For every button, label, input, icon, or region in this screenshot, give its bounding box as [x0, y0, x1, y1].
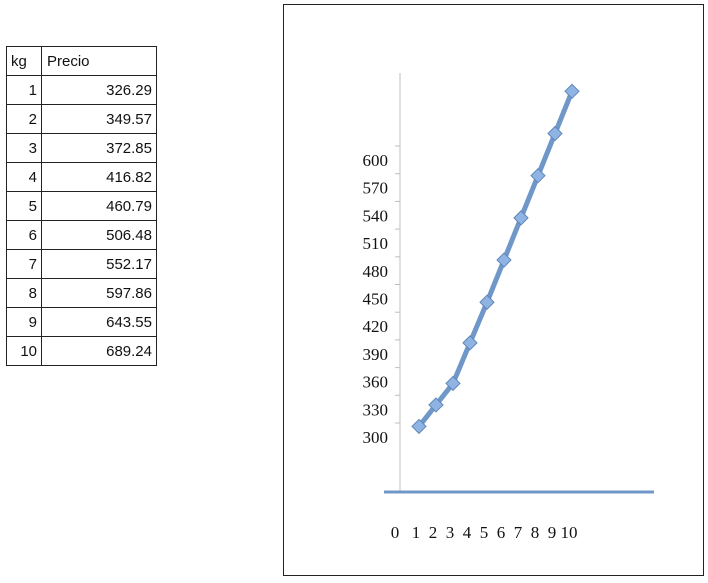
cell-precio: 643.55 — [41, 307, 157, 337]
column-header-kg: kg — [6, 46, 42, 76]
table-row: 5 460.79 — [6, 191, 157, 221]
y-tick-label: 510 — [363, 234, 389, 253]
data-point-marker — [496, 252, 512, 268]
data-point-marker — [547, 125, 563, 142]
table-row: 8 597.86 — [6, 278, 157, 308]
data-point-marker — [479, 294, 495, 310]
data-point-marker — [530, 167, 546, 184]
table-row: 2 349.57 — [6, 104, 157, 134]
cell-kg: 9 — [6, 307, 42, 337]
data-point-marker — [564, 83, 580, 100]
data-point-marker — [411, 418, 427, 435]
cell-kg: 3 — [6, 133, 42, 163]
cell-precio: 597.86 — [41, 278, 157, 308]
data-point-marker — [428, 397, 444, 413]
price-series — [411, 83, 580, 435]
y-tick-label: 480 — [363, 262, 389, 281]
x-tick-label: 5 — [480, 523, 489, 542]
x-tick-label: 10 — [561, 523, 578, 542]
data-point-marker — [462, 335, 478, 351]
table-row: 4 416.82 — [6, 162, 157, 192]
y-tick-label: 540 — [363, 206, 389, 225]
cell-kg: 4 — [6, 162, 42, 192]
x-tick-labels: 0 1 2 3 4 5 6 7 8 9 10 — [391, 523, 578, 542]
series-line — [416, 88, 575, 429]
cell-precio: 506.48 — [41, 220, 157, 250]
x-tick-label: 8 — [531, 523, 540, 542]
table-header-row: kg Precio — [6, 46, 157, 76]
y-tick-label: 390 — [363, 345, 389, 364]
data-point-marker — [445, 375, 461, 392]
table-row: 1 326.29 — [6, 75, 157, 105]
cell-precio: 416.82 — [41, 162, 157, 192]
y-tick-label: 360 — [363, 373, 389, 392]
cell-precio: 552.17 — [41, 249, 157, 279]
data-point-marker — [513, 210, 529, 226]
cell-kg: 6 — [6, 220, 42, 250]
y-tick-label: 570 — [363, 179, 389, 198]
cell-precio: 326.29 — [41, 75, 157, 105]
table-row: 9 643.55 — [6, 307, 157, 337]
chart-axes — [384, 73, 654, 494]
x-tick-label: 9 — [548, 523, 557, 542]
x-tick-label: 3 — [446, 523, 455, 542]
column-header-precio: Precio — [41, 46, 157, 76]
x-tick-label: 1 — [412, 523, 421, 542]
x-tick-label: 6 — [497, 523, 506, 542]
table-row: 6 506.48 — [6, 220, 157, 250]
cell-precio: 689.24 — [41, 336, 157, 366]
cell-kg: 10 — [6, 336, 42, 366]
cell-precio: 372.85 — [41, 133, 157, 163]
y-tick-label: 600 — [363, 151, 389, 170]
y-tick-label: 420 — [363, 317, 389, 336]
cell-kg: 1 — [6, 75, 42, 105]
cell-precio: 349.57 — [41, 104, 157, 134]
y-tick-label: 450 — [363, 290, 389, 309]
cell-kg: 7 — [6, 249, 42, 279]
y-tick-label: 300 — [363, 428, 389, 447]
cell-kg: 2 — [6, 104, 42, 134]
table-row: 3 372.85 — [6, 133, 157, 163]
price-table: kg Precio 1 326.29 2 349.57 3 372.85 4 416.82 5 4… — [6, 46, 157, 366]
y-tick-labels: 300 330 360 390 420 450 480 510 540 570 600 — [363, 145, 400, 447]
table-row: 10 689.24 — [6, 336, 157, 366]
table-body: 1 326.29 2 349.57 3 372.85 4 416.82 5 460.79 6 506.… — [6, 75, 157, 366]
x-tick-label: 0 — [391, 523, 400, 542]
x-tick-label: 4 — [463, 523, 472, 542]
cell-precio: 460.79 — [41, 191, 157, 221]
cell-kg: 5 — [6, 191, 42, 221]
y-tick-label: 330 — [363, 400, 389, 419]
x-tick-label: 7 — [514, 523, 523, 542]
table-row: 7 552.17 — [6, 249, 157, 279]
x-tick-label: 2 — [429, 523, 438, 542]
cell-kg: 8 — [6, 278, 42, 308]
